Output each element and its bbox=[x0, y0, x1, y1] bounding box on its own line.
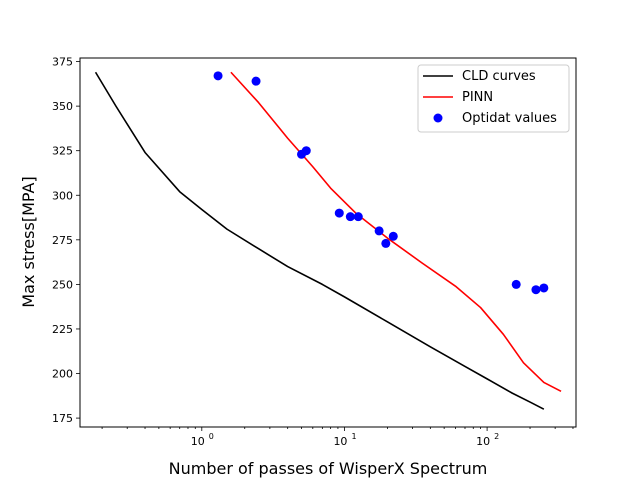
legend-items: CLD curves PINN Optidat values bbox=[423, 69, 557, 126]
legend-entry-label: PINN bbox=[462, 90, 493, 105]
data-point-10 bbox=[511, 279, 521, 289]
data-point-1 bbox=[251, 76, 261, 86]
plot-area-frame bbox=[79, 57, 577, 428]
y-axis-ticks: 175 200 225 250 275 300 325 350 375 bbox=[52, 56, 80, 425]
legend-entry-label: Optidat values bbox=[462, 111, 557, 126]
y-tick-label: 375 bbox=[52, 56, 73, 69]
data-point-9 bbox=[388, 231, 398, 241]
x-tick-label: 10 bbox=[333, 435, 347, 448]
y-tick-label: 325 bbox=[52, 145, 73, 158]
series-line-1 bbox=[230, 71, 562, 393]
data-point-7 bbox=[374, 226, 384, 236]
legend-entry-label: CLD curves bbox=[462, 69, 536, 84]
y-tick-label: 250 bbox=[52, 278, 73, 291]
plot-content bbox=[94, 71, 562, 410]
x-tick-label: 10 bbox=[191, 435, 205, 448]
data-point-5 bbox=[345, 212, 355, 222]
data-point-11 bbox=[531, 285, 541, 295]
legend-swatch-marker bbox=[433, 113, 443, 123]
y-axis-label: Max stress[MPA] bbox=[19, 176, 38, 307]
y-tick-label: 200 bbox=[52, 368, 73, 381]
y-tick-label: 275 bbox=[52, 234, 73, 247]
x-tick-exponent: 1 bbox=[351, 432, 356, 441]
data-point-3 bbox=[301, 146, 311, 156]
x-axis-label: Number of passes of WisperX Spectrum bbox=[169, 459, 488, 478]
legend-frame bbox=[417, 64, 570, 133]
x-tick-exponent: 2 bbox=[494, 432, 499, 441]
data-point-0 bbox=[213, 71, 223, 81]
y-tick-label: 175 bbox=[52, 412, 73, 425]
y-tick-label: 300 bbox=[52, 189, 73, 202]
data-point-6 bbox=[353, 212, 363, 222]
series-line-0 bbox=[94, 71, 545, 410]
x-tick-exponent: 0 bbox=[209, 432, 214, 441]
x-tick-label: 10 bbox=[476, 435, 490, 448]
data-point-12 bbox=[539, 283, 549, 293]
data-point-8 bbox=[381, 238, 391, 248]
y-tick-label: 350 bbox=[52, 100, 73, 113]
data-point-4 bbox=[334, 208, 344, 218]
y-tick-label: 225 bbox=[52, 323, 73, 336]
x-axis-ticks: 10 0 10 1 10 2 bbox=[101, 427, 574, 448]
legend: CLD curves PINN Optidat values bbox=[417, 64, 570, 133]
